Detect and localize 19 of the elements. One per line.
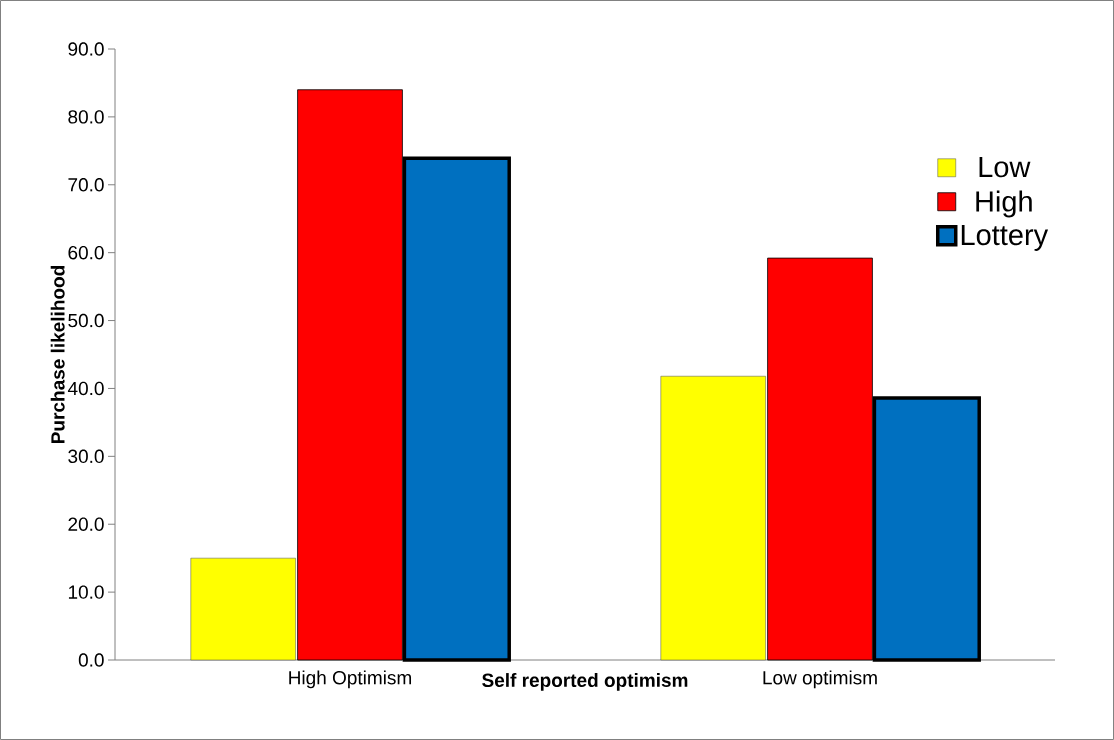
y-tick-label: 80.0 <box>68 110 104 124</box>
legend-label: High <box>976 190 1032 218</box>
y-tick-label: 90.0 <box>68 42 104 56</box>
y-tick-label: 20.0 <box>68 517 104 531</box>
legend-label: Low <box>979 157 1031 178</box>
y-tick-label: 60.0 <box>68 245 104 260</box>
y-tick-label: 30.0 <box>68 449 104 464</box>
x-tick-label: Low optimism <box>763 670 877 689</box>
bar <box>660 375 766 661</box>
y-tick-label: 0.0 <box>78 653 104 667</box>
y-axis-title: Purchase likelihood <box>50 266 65 443</box>
bar <box>190 557 296 661</box>
x-axis-title: Self reported optimism <box>482 673 688 691</box>
y-tick-label: 50.0 <box>68 313 104 328</box>
y-tick-label: 40.0 <box>67 381 104 396</box>
legend-label: Lottery <box>961 224 1049 251</box>
y-tick-label: 70.0 <box>68 178 104 192</box>
x-tick-label: High Optimism <box>289 670 412 689</box>
y-tick-label: 10.0 <box>68 585 104 599</box>
